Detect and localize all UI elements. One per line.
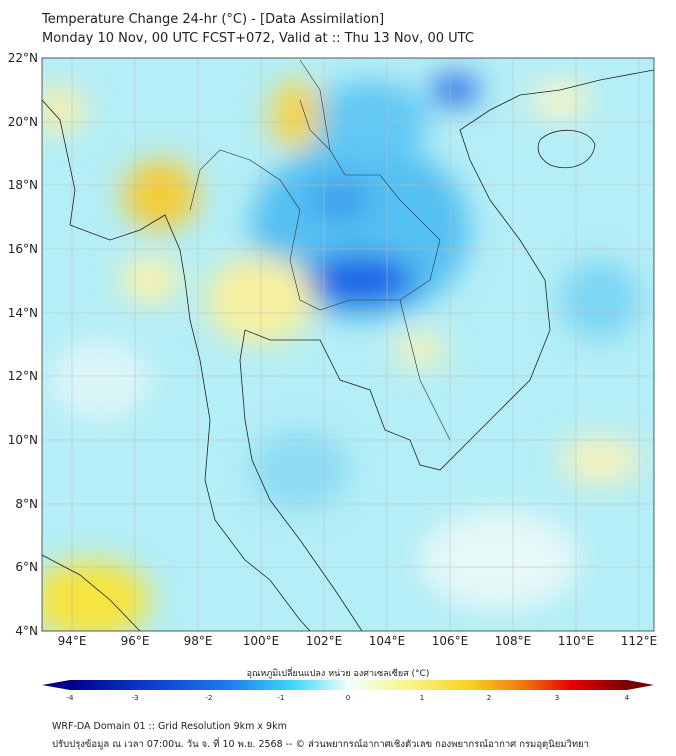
lon-label: 94°E	[57, 634, 87, 648]
chart-title: Temperature Change 24-hr (°C) - [Data As…	[42, 12, 385, 27]
chart-subtitle: Monday 10 Nov, 00 UTC FCST+072, Valid at…	[42, 31, 474, 46]
lat-label: 8°N	[15, 497, 38, 511]
colorbar	[42, 680, 654, 690]
lon-label: 108°E	[494, 634, 532, 648]
colorbar-tick: 4	[624, 694, 630, 702]
colorbar-tick: 2	[486, 694, 492, 702]
lat-label: 12°N	[7, 369, 38, 383]
lon-label: 106°E	[431, 634, 469, 648]
colorbar-tick: -4	[66, 694, 74, 702]
lat-label: 6°N	[15, 560, 38, 574]
footer-credit: ปรับปรุงข้อมูล ณ เวลา 07:00น. วัน จ. ที่…	[52, 739, 590, 750]
temperature-field	[42, 58, 654, 631]
lat-label: 4°N	[15, 624, 38, 638]
colorbar-max-arrow	[627, 680, 654, 690]
lon-label: 110°E	[557, 634, 595, 648]
lon-label: 112°E	[620, 634, 658, 648]
colorbar-tick: -3	[131, 694, 139, 702]
colorbar-tick: -1	[277, 694, 285, 702]
footer-model-info: WRF-DA Domain 01 :: Grid Resolution 9km …	[52, 721, 287, 732]
colorbar-min-arrow	[42, 680, 70, 690]
coastlines	[42, 69, 654, 631]
lat-label: 18°N	[7, 178, 38, 192]
lon-label: 98°E	[183, 634, 213, 648]
map-frame	[41, 57, 655, 632]
lat-label: 16°N	[7, 242, 38, 256]
lon-label: 104°E	[368, 634, 406, 648]
lon-label: 102°E	[305, 634, 343, 648]
colorbar-tick: 1	[419, 694, 425, 702]
graticule	[42, 58, 654, 631]
lon-label: 96°E	[120, 634, 150, 648]
colorbar-title: อุณหภูมิเปลี่ยนแปลง หน่วย องศาเซลเซียส (…	[246, 669, 430, 679]
lat-label: 14°N	[7, 306, 38, 320]
lat-label: 22°N	[7, 51, 38, 65]
colorbar-tick: -2	[205, 694, 213, 702]
lon-label: 100°E	[242, 634, 280, 648]
country-borders	[189, 59, 451, 441]
colorbar-tick: 3	[554, 694, 560, 702]
colorbar-body	[70, 680, 627, 690]
colorbar-tick: 0	[345, 694, 351, 702]
lat-label: 20°N	[7, 115, 38, 129]
lat-label: 10°N	[7, 433, 38, 447]
